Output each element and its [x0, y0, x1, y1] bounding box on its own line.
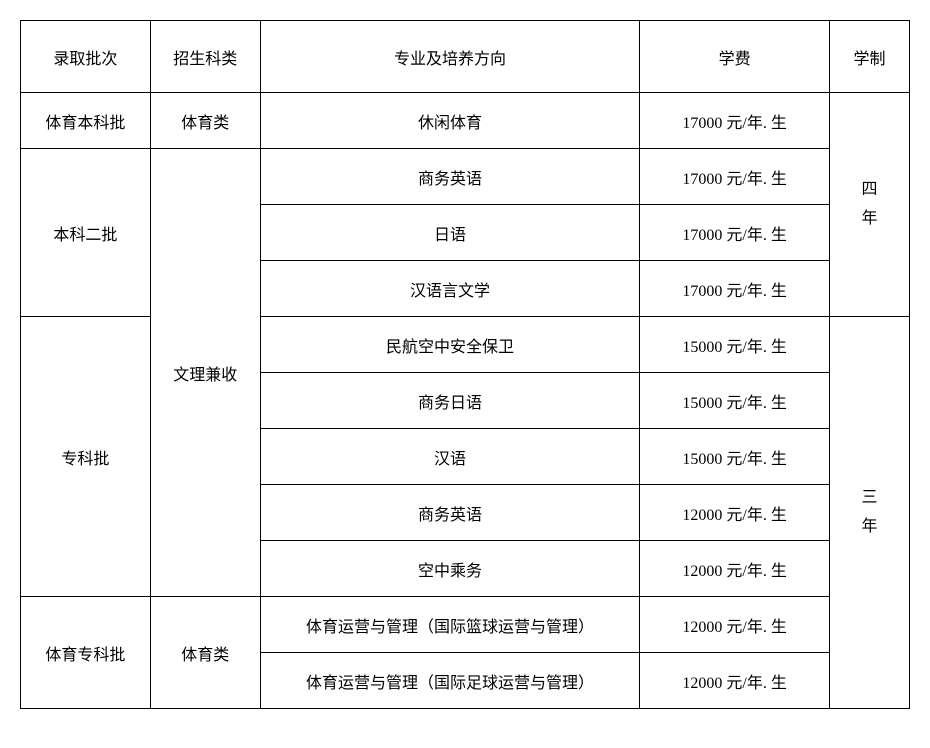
fee-cell: 12000 元/年. 生	[640, 653, 830, 709]
major-cell: 商务日语	[260, 373, 640, 429]
header-category: 招生科类	[150, 21, 260, 93]
batch-cell: 体育本科批	[21, 93, 151, 149]
major-cell: 汉语言文学	[260, 261, 640, 317]
category-cell: 文理兼收	[150, 149, 260, 597]
fee-cell: 12000 元/年. 生	[640, 597, 830, 653]
batch-cell: 专科批	[21, 317, 151, 597]
major-cell: 休闲体育	[260, 93, 640, 149]
major-cell: 商务英语	[260, 149, 640, 205]
major-cell: 体育运营与管理（国际篮球运营与管理）	[260, 597, 640, 653]
fee-cell: 15000 元/年. 生	[640, 317, 830, 373]
major-cell: 空中乘务	[260, 541, 640, 597]
table-row: 体育本科批 体育类 休闲体育 17000 元/年. 生 四 年	[21, 93, 910, 149]
duration-cell: 三 年	[830, 317, 910, 709]
table-row: 体育专科批 体育类 体育运营与管理（国际篮球运营与管理） 12000 元/年. …	[21, 597, 910, 653]
duration-text-2: 年	[862, 210, 878, 227]
duration-text-1: 三	[862, 489, 878, 506]
category-cell: 体育类	[150, 93, 260, 149]
major-cell: 民航空中安全保卫	[260, 317, 640, 373]
fee-cell: 17000 元/年. 生	[640, 205, 830, 261]
fee-cell: 12000 元/年. 生	[640, 485, 830, 541]
fee-cell: 17000 元/年. 生	[640, 149, 830, 205]
category-cell: 体育类	[150, 597, 260, 709]
duration-cell: 四 年	[830, 93, 910, 317]
major-cell: 体育运营与管理（国际足球运营与管理）	[260, 653, 640, 709]
major-cell: 日语	[260, 205, 640, 261]
header-fee: 学费	[640, 21, 830, 93]
fee-cell: 17000 元/年. 生	[640, 93, 830, 149]
major-cell: 商务英语	[260, 485, 640, 541]
header-duration: 学制	[830, 21, 910, 93]
batch-cell: 体育专科批	[21, 597, 151, 709]
header-batch: 录取批次	[21, 21, 151, 93]
fee-cell: 15000 元/年. 生	[640, 429, 830, 485]
fee-cell: 12000 元/年. 生	[640, 541, 830, 597]
table-header-row: 录取批次 招生科类 专业及培养方向 学费 学制	[21, 21, 910, 93]
duration-text-2: 年	[862, 518, 878, 535]
fee-cell: 15000 元/年. 生	[640, 373, 830, 429]
header-major: 专业及培养方向	[260, 21, 640, 93]
duration-text-1: 四	[862, 181, 878, 198]
batch-cell: 本科二批	[21, 149, 151, 317]
admissions-table: 录取批次 招生科类 专业及培养方向 学费 学制 体育本科批 体育类 休闲体育 1…	[20, 20, 910, 709]
major-cell: 汉语	[260, 429, 640, 485]
fee-cell: 17000 元/年. 生	[640, 261, 830, 317]
table-row: 本科二批 文理兼收 商务英语 17000 元/年. 生	[21, 149, 910, 205]
